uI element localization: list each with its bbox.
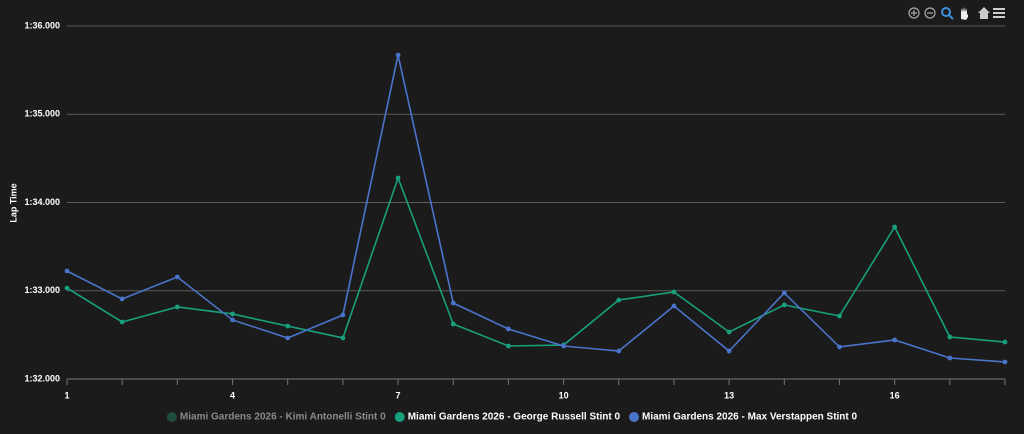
data-point bbox=[230, 311, 235, 317]
zoom-out-icon[interactable] bbox=[924, 7, 936, 19]
data-point bbox=[726, 329, 732, 335]
series-line bbox=[66, 175, 1006, 347]
legend-item[interactable]: Miami Gardens 2026 - Kimi Antonelli Stin… bbox=[166, 412, 386, 423]
data-point bbox=[340, 312, 346, 318]
data-point bbox=[174, 304, 180, 310]
data-point bbox=[616, 348, 622, 354]
x-tick-label: 4 bbox=[230, 390, 235, 400]
data-point bbox=[837, 344, 842, 350]
data-point bbox=[64, 285, 70, 291]
data-point bbox=[506, 326, 511, 332]
y-tick-label: 1:34.000 bbox=[24, 197, 60, 207]
data-point bbox=[1002, 359, 1008, 365]
data-point bbox=[174, 274, 180, 280]
legend-label: Miami Gardens 2026 - George Russell Stin… bbox=[408, 412, 621, 423]
x-tick-label: 7 bbox=[396, 390, 401, 400]
data-point bbox=[340, 335, 346, 341]
data-point bbox=[616, 297, 622, 303]
data-point bbox=[947, 355, 953, 361]
data-point bbox=[781, 290, 787, 296]
data-point bbox=[395, 175, 401, 181]
reset-icon[interactable] bbox=[978, 7, 990, 19]
data-point bbox=[781, 302, 787, 308]
data-point bbox=[671, 303, 677, 309]
x-tick-label: 16 bbox=[890, 390, 900, 400]
toolbar[interactable] bbox=[908, 7, 1005, 20]
data-point bbox=[450, 321, 456, 327]
data-point bbox=[450, 300, 456, 306]
y-tick-label: 1:35.000 bbox=[24, 109, 60, 119]
data-point bbox=[285, 335, 291, 341]
pan-icon[interactable] bbox=[961, 7, 968, 20]
data-point bbox=[726, 348, 732, 354]
data-point bbox=[119, 296, 125, 302]
y-tick-label: 1:32.000 bbox=[24, 373, 60, 383]
legend-item[interactable]: Miami Gardens 2026 - Max Verstappen Stin… bbox=[629, 412, 858, 423]
legend-swatch bbox=[629, 412, 640, 422]
menu-icon[interactable] bbox=[993, 8, 1005, 18]
data-point bbox=[671, 289, 677, 295]
series-line bbox=[66, 54, 1006, 363]
data-point bbox=[395, 52, 401, 58]
zoom-in-icon[interactable] bbox=[908, 7, 920, 19]
y-axis-label: Lap Time bbox=[8, 183, 18, 222]
y-tick-label: 1:33.000 bbox=[24, 285, 60, 295]
data-point bbox=[230, 317, 235, 323]
zoom-in-glyph bbox=[911, 10, 917, 16]
data-point bbox=[892, 224, 898, 230]
legend-label: Miami Gardens 2026 - Max Verstappen Stin… bbox=[642, 412, 858, 423]
y-tick-label: 1:36.000 bbox=[24, 20, 60, 30]
data-point bbox=[506, 343, 511, 349]
legend: Miami Gardens 2026 - Kimi Antonelli Stin… bbox=[166, 412, 858, 423]
zoom-select-icon[interactable] bbox=[941, 7, 951, 17]
data-point bbox=[119, 319, 125, 325]
legend-label: Miami Gardens 2026 - Kimi Antonelli Stin… bbox=[180, 412, 386, 423]
data-point bbox=[947, 334, 953, 340]
legend-swatch bbox=[166, 412, 177, 422]
legend-item[interactable]: Miami Gardens 2026 - George Russell Stin… bbox=[394, 412, 621, 423]
x-tick-label: 1 bbox=[64, 390, 69, 400]
x-tick-label: 13 bbox=[724, 390, 734, 400]
zoom-select-glyph bbox=[948, 14, 954, 20]
data-point bbox=[1002, 339, 1008, 345]
x-tick-label: 10 bbox=[559, 390, 569, 400]
data-point bbox=[285, 323, 291, 329]
data-point bbox=[64, 268, 70, 274]
data-point bbox=[892, 337, 898, 343]
legend-swatch bbox=[394, 412, 405, 422]
data-point bbox=[561, 343, 566, 349]
data-point bbox=[837, 313, 842, 319]
